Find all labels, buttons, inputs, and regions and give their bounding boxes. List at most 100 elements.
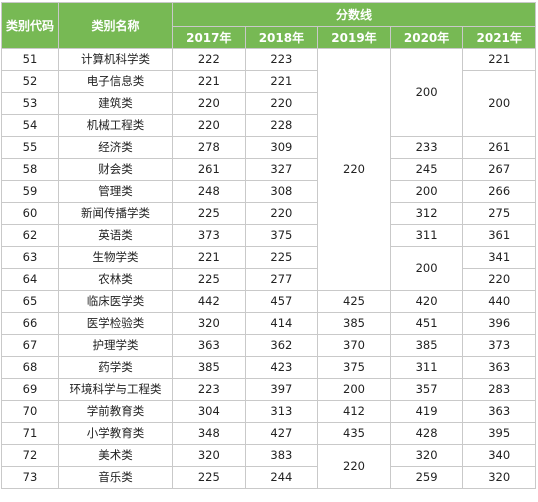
cell-name: 经济类: [58, 136, 173, 159]
cell-name: 音乐类: [58, 466, 173, 489]
cell-code: 72: [1, 444, 59, 467]
cell-2017: 221: [172, 246, 246, 269]
cell-2017: 278: [172, 136, 246, 159]
cell-2021: 221: [462, 48, 537, 71]
cell-name: 美术类: [58, 444, 173, 467]
cell-name: 小学教育类: [58, 422, 173, 445]
cell-name: 农林类: [58, 268, 173, 291]
cell-2021: 261: [462, 136, 537, 159]
cell-2018: 221: [244, 70, 319, 93]
header-code: 类别代码: [1, 2, 59, 49]
cell-2021: 363: [462, 356, 537, 379]
cell-code: 62: [1, 224, 59, 247]
cell-2021: 266: [462, 180, 537, 203]
cell-2018: 414: [244, 312, 319, 335]
cell-code: 66: [1, 312, 59, 335]
cell-2018: 457: [244, 290, 319, 313]
cell-2019: 412: [317, 400, 391, 423]
cell-2017: 221: [172, 70, 246, 93]
cell-2020: 451: [389, 312, 464, 335]
cell-code: 71: [1, 422, 59, 445]
header-year-2018: 2018年: [244, 26, 319, 49]
cell-2018: 220: [244, 92, 319, 115]
cell-2018: 309: [244, 136, 319, 159]
cell-name: 医学检验类: [58, 312, 173, 335]
cell-2017: 225: [172, 466, 246, 489]
cell-2018: 427: [244, 422, 319, 445]
cell-2021: 220: [462, 268, 537, 291]
cell-2019-merged: 220: [317, 444, 391, 489]
cell-2021: 395: [462, 422, 537, 445]
cell-name: 学前教育类: [58, 400, 173, 423]
cell-name: 计算机科学类: [58, 48, 173, 71]
cell-2018: 327: [244, 158, 319, 181]
table-row: 58 财会类 261 327 245 267: [1, 158, 537, 181]
cell-2018: 375: [244, 224, 319, 247]
cell-2018: 228: [244, 114, 319, 137]
cell-name: 药学类: [58, 356, 173, 379]
cell-2021: 340: [462, 444, 537, 467]
cell-2020: 428: [389, 422, 464, 445]
cell-code: 65: [1, 290, 59, 313]
cell-name: 新闻传播学类: [58, 202, 173, 225]
cell-2017: 304: [172, 400, 246, 423]
cell-code: 60: [1, 202, 59, 225]
cell-2017: 385: [172, 356, 246, 379]
table-row: 64 农林类 225 277 220: [1, 268, 537, 291]
cell-code: 73: [1, 466, 59, 489]
cell-code: 64: [1, 268, 59, 291]
cell-2018: 313: [244, 400, 319, 423]
cell-2017: 222: [172, 48, 246, 71]
cell-2017: 220: [172, 114, 246, 137]
cell-2021: 267: [462, 158, 537, 181]
cell-name: 环境科学与工程类: [58, 378, 173, 401]
cell-2017: 320: [172, 312, 246, 335]
cell-2017: 363: [172, 334, 246, 357]
table-row: 55 经济类 278 309 233 261: [1, 136, 537, 159]
cell-2018: 223: [244, 48, 319, 71]
cell-2019-merged: 220: [317, 48, 391, 291]
cell-2018: 277: [244, 268, 319, 291]
cell-2021: 361: [462, 224, 537, 247]
cell-2021: 396: [462, 312, 537, 335]
cell-2020: 312: [389, 202, 464, 225]
cell-2018: 423: [244, 356, 319, 379]
cell-2020: 311: [389, 224, 464, 247]
cell-code: 58: [1, 158, 59, 181]
cell-code: 54: [1, 114, 59, 137]
header-year-2019: 2019年: [317, 26, 391, 49]
cell-2019: 425: [317, 290, 391, 313]
cell-code: 69: [1, 378, 59, 401]
cell-2020: 357: [389, 378, 464, 401]
cell-2019: 435: [317, 422, 391, 445]
cell-2017: 225: [172, 268, 246, 291]
table-row: 60 新闻传播学类 225 220 312 275: [1, 202, 537, 225]
cell-2017: 442: [172, 290, 246, 313]
cell-2020: 233: [389, 136, 464, 159]
table-row: 65 临床医学类 442 457 425 420 440: [1, 290, 537, 313]
cell-2017: 248: [172, 180, 246, 203]
cell-2020: 311: [389, 356, 464, 379]
table-row: 71 小学教育类 348 427 435 428 395: [1, 422, 537, 445]
cell-2017: 373: [172, 224, 246, 247]
cell-code: 67: [1, 334, 59, 357]
header-year-2017: 2017年: [172, 26, 246, 49]
cell-2018: 383: [244, 444, 319, 467]
header-name: 类别名称: [58, 2, 173, 49]
cell-name: 英语类: [58, 224, 173, 247]
cell-2018: 308: [244, 180, 319, 203]
table-row: 69 环境科学与工程类 223 397 200 357 283: [1, 378, 537, 401]
cell-name: 临床医学类: [58, 290, 173, 313]
cell-2020: 200: [389, 180, 464, 203]
cell-2020: 385: [389, 334, 464, 357]
cell-2018: 225: [244, 246, 319, 269]
cell-2021: 283: [462, 378, 537, 401]
cell-name: 建筑类: [58, 92, 173, 115]
score-table: 类别代码 类别名称 分数线 2017年 2018年 2019年 2020年 20…: [1, 2, 537, 489]
cell-name: 财会类: [58, 158, 173, 181]
cell-2018: 397: [244, 378, 319, 401]
cell-2020-merged: 200: [389, 48, 464, 137]
table-row: 62 英语类 373 375 311 361: [1, 224, 537, 247]
cell-2019: 375: [317, 356, 391, 379]
cell-2017: 225: [172, 202, 246, 225]
